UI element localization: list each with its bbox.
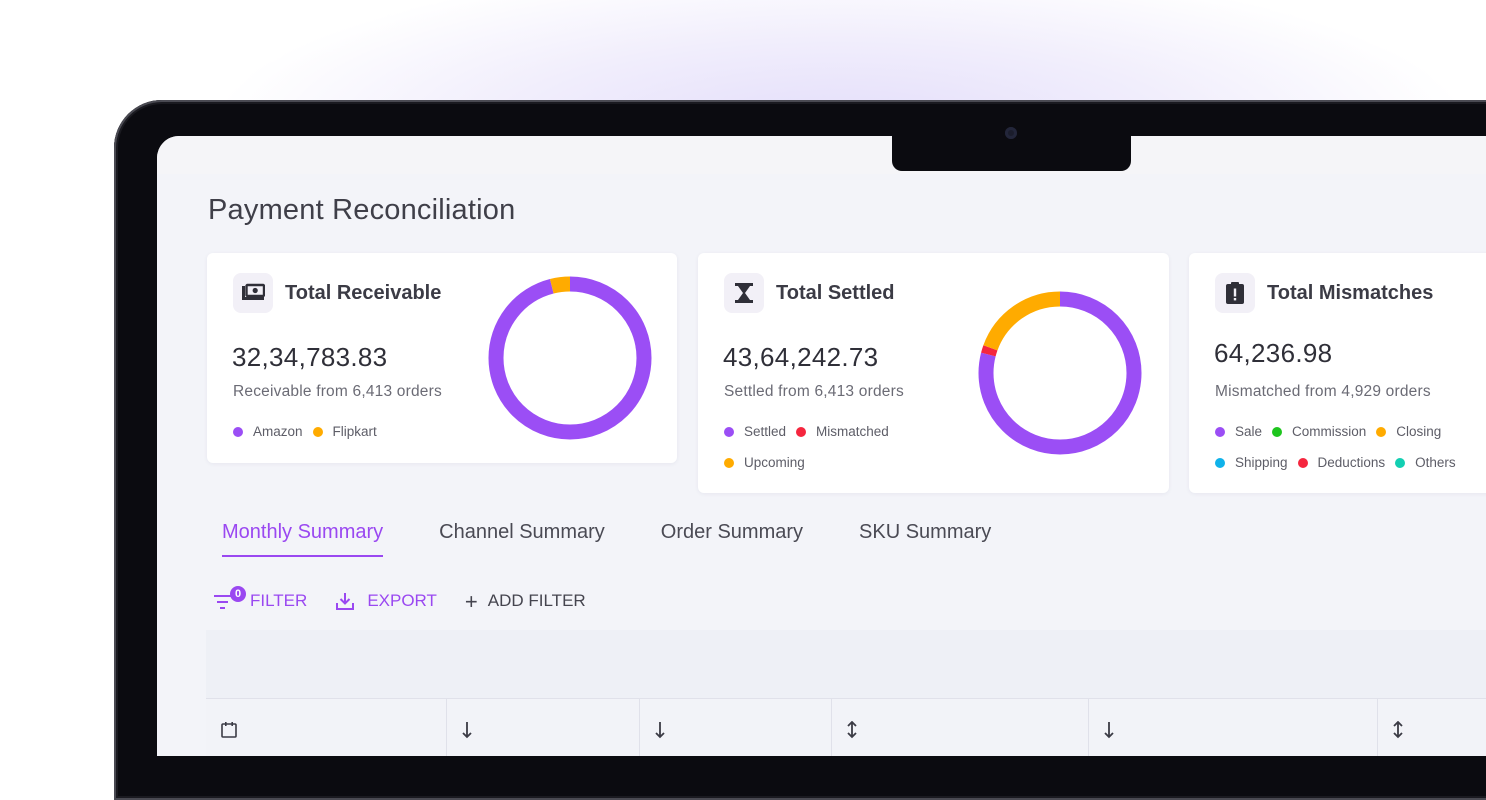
legend-item-others: Others bbox=[1395, 455, 1456, 470]
total-mismatches-card: Total Mismatches 64,236.98 Mismatched fr… bbox=[1189, 253, 1486, 493]
sort-icon bbox=[462, 722, 472, 739]
plus-icon: + bbox=[464, 588, 478, 614]
tab-monthly-summary[interactable]: Monthly Summary bbox=[222, 521, 384, 557]
money-icon bbox=[233, 273, 273, 313]
camera-icon bbox=[1005, 127, 1017, 139]
legend-label: Deductions bbox=[1317, 455, 1386, 470]
settled-amount: 43,64,242.73 bbox=[723, 342, 879, 372]
legend-item-sale: Sale bbox=[1215, 424, 1262, 439]
total-settled-card: Total Settled 43,64,242.73 Settled from … bbox=[698, 253, 1169, 493]
legend-item-closing: Closing bbox=[1376, 424, 1441, 439]
camera-notch bbox=[892, 136, 1131, 171]
mismatches-legend-row-2: Shipping Deductions Others bbox=[1215, 455, 1466, 470]
legend-label: Amazon bbox=[253, 424, 303, 439]
filter-icon bbox=[214, 595, 231, 609]
settled-legend: Settled Mismatched bbox=[724, 424, 899, 439]
sort-icon bbox=[1393, 721, 1403, 739]
commission-dot bbox=[1272, 426, 1283, 437]
export-button[interactable]: EXPORT bbox=[335, 591, 437, 611]
legend-label: Others bbox=[1415, 455, 1456, 470]
summary-tabs: Monthly Summary Channel Summary Order Su… bbox=[222, 521, 1047, 557]
hourglass-icon bbox=[724, 273, 764, 313]
legend-label: Settled bbox=[744, 424, 787, 439]
card-title: Total Settled bbox=[776, 282, 895, 304]
page-title: Payment Reconciliation bbox=[208, 194, 516, 226]
app-screen: Payment Reconciliation Total Receivable … bbox=[157, 136, 1486, 756]
legend-item-upcoming: Upcoming bbox=[724, 455, 805, 470]
legend-item-settled: Settled bbox=[724, 424, 786, 439]
mismatched-dot bbox=[796, 426, 807, 437]
sort-icon bbox=[847, 721, 857, 739]
legend-label: Flipkart bbox=[332, 424, 377, 439]
settled-subtitle: Settled from 6,413 orders bbox=[724, 383, 904, 400]
filter-count-badge: 0 bbox=[230, 586, 246, 602]
receivable-subtitle: Receivable from 6,413 orders bbox=[233, 383, 442, 400]
legend-item-flipkart: Flipkart bbox=[312, 424, 377, 439]
sale-dot bbox=[1215, 426, 1225, 437]
settled-donut-chart bbox=[978, 291, 1142, 455]
legend-label: Closing bbox=[1396, 424, 1442, 439]
mismatches-legend: Sale Commission Closing bbox=[1215, 424, 1451, 439]
shipping-dot bbox=[1215, 457, 1225, 468]
tab-order-summary[interactable]: Order Summary bbox=[660, 521, 804, 543]
filter-button[interactable]: 0 FILTER bbox=[213, 586, 308, 611]
receivable-legend: Amazon Flipkart bbox=[233, 424, 387, 439]
settled-dot bbox=[724, 426, 734, 437]
legend-item-deductions: Deductions bbox=[1297, 455, 1386, 470]
tab-channel-summary[interactable]: Channel Summary bbox=[439, 521, 605, 543]
tab-sku-summary[interactable]: SKU Summary bbox=[859, 521, 992, 543]
export-label: EXPORT bbox=[367, 591, 437, 610]
settled-legend-row-2: Upcoming bbox=[724, 455, 815, 470]
card-title: Total Mismatches bbox=[1267, 282, 1434, 304]
upcoming-dot bbox=[724, 457, 734, 468]
receivable-amount: 32,34,783.83 bbox=[232, 342, 388, 372]
mismatches-subtitle: Mismatched from 4,929 orders bbox=[1215, 383, 1431, 400]
donut-segment-amazon bbox=[488, 276, 652, 440]
table-toolbar: 0 FILTER EXPORT + ADD FILTER bbox=[213, 586, 614, 614]
legend-item-amazon: Amazon bbox=[233, 424, 303, 439]
screen-topbar bbox=[157, 136, 1486, 174]
mismatches-amount: 64,236.98 bbox=[1214, 338, 1333, 368]
legend-label: Mismatched bbox=[816, 424, 889, 439]
sort-icon bbox=[1104, 722, 1114, 739]
flipkart-dot bbox=[312, 426, 323, 437]
download-icon bbox=[336, 593, 355, 610]
filter-label: FILTER bbox=[250, 591, 308, 610]
legend-item-shipping: Shipping bbox=[1215, 455, 1288, 470]
legend-label: Shipping bbox=[1235, 455, 1288, 470]
card-title: Total Receivable bbox=[285, 282, 442, 304]
legend-label: Upcoming bbox=[744, 455, 805, 470]
add-filter-label: ADD FILTER bbox=[487, 591, 586, 610]
calendar-icon bbox=[221, 722, 237, 738]
add-filter-button[interactable]: + ADD FILTER bbox=[464, 588, 586, 614]
table-column-headers bbox=[206, 698, 1486, 756]
closing-dot bbox=[1376, 426, 1387, 437]
legend-label: Commission bbox=[1292, 424, 1367, 439]
legend-item-mismatched: Mismatched bbox=[796, 424, 889, 439]
clipboard-alert-icon bbox=[1215, 273, 1255, 313]
legend-label: Sale bbox=[1235, 424, 1263, 439]
legend-item-commission: Commission bbox=[1272, 424, 1366, 439]
others-dot bbox=[1395, 457, 1406, 468]
sort-icon bbox=[655, 722, 665, 739]
total-receivable-card: Total Receivable 32,34,783.83 Receivable… bbox=[207, 253, 677, 463]
amazon-dot bbox=[233, 426, 243, 437]
donut-segment-upcoming bbox=[978, 291, 1142, 455]
deductions-dot bbox=[1297, 457, 1308, 468]
receivable-donut-chart bbox=[488, 276, 652, 440]
donut-segment-flipkart bbox=[488, 276, 652, 440]
